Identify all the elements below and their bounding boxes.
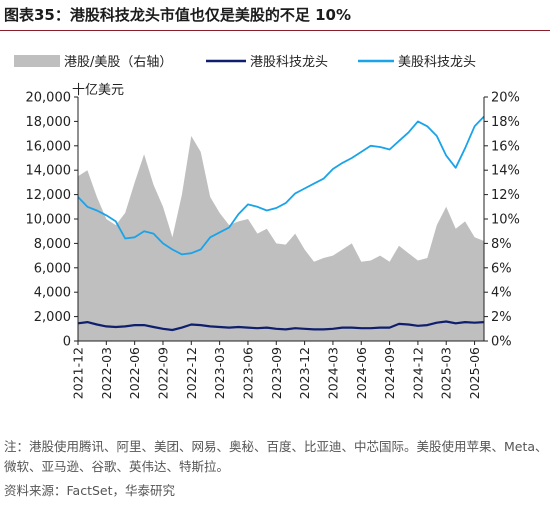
left-axis-label: 十亿美元 [72,83,124,98]
x-tick-label: 2024-09 [382,347,397,399]
left-tick-label: 16,000 [26,139,72,154]
plot-area: 0 2,000 4,000 6,000 8,000 10,000 12,000 14,000 1… [26,91,520,400]
right-tick-label: 0% [491,335,512,350]
right-tick-label: 14% [491,164,520,179]
figure-number: 图表35： [4,6,70,24]
right-tick-label: 12% [491,188,520,203]
legend: 港股/美股（右轴） 港股科技龙头 美股科技龙头 [14,55,476,70]
x-tick-label: 2024-03 [325,347,340,399]
x-tick-label: 2022-06 [127,347,142,399]
x-tick-label: 2023-03 [212,347,227,399]
chart-note: 注：港股使用腾讯、阿里、美团、网易、奥秘、百度、比亚迪、中芯国际。美股使用苹果、… [4,439,548,474]
right-tick-label: 10% [491,213,520,228]
left-tick-label: 2,000 [34,310,71,325]
right-tick-label: 8% [491,237,512,252]
x-tick-label: 2024-06 [354,347,369,399]
right-tick-label: 20% [491,91,520,106]
legend-label: 港股科技龙头 [250,55,328,70]
x-tick-label: 2022-09 [155,347,170,399]
right-tick-label: 4% [491,286,512,301]
title-bar: 图表35：港股科技龙头市值也仅是美股的不足 10% [0,0,550,31]
right-tick-label: 16% [491,139,520,154]
figure-caption: 港股科技龙头市值也仅是美股的不足 10% [69,6,352,24]
x-tick-label: 2022-03 [99,347,114,399]
area-series-hk-us-ratio [78,136,484,341]
left-tick-label: 8,000 [34,237,71,252]
chart-source: 资料来源：FactSet，华泰研究 [4,483,176,498]
x-tick-label: 2023-06 [240,347,255,399]
left-tick-label: 0 [63,335,71,350]
left-tick-label: 18,000 [26,115,72,130]
left-tick-label: 14,000 [26,164,72,179]
line-series-hk-tech [77,320,485,332]
chart-title: 图表35：港股科技龙头市值也仅是美股的不足 10% [4,4,351,25]
right-tick-label: 2% [491,310,512,325]
x-tick-label: 2024-12 [410,347,425,399]
x-tick-label: 2025-06 [467,347,482,399]
left-tick-label: 4,000 [34,286,71,301]
chart: 港股/美股（右轴） 港股科技龙头 美股科技龙头 十亿美元 0 2,000 4,000 6,… [14,55,520,400]
x-tick-label: 2023-12 [297,347,312,399]
legend-label: 美股科技龙头 [398,55,476,70]
x-tick-label: 2025-03 [439,347,454,399]
right-tick-label: 6% [491,261,512,276]
x-tick-label: 2022-12 [184,347,199,399]
left-tick-label: 20,000 [26,91,72,106]
left-tick-label: 10,000 [26,213,72,228]
left-tick-label: 12,000 [26,188,72,203]
legend-swatch-hk-us-ratio [14,55,60,67]
left-tick-label: 6,000 [34,261,71,276]
legend-label: 港股/美股（右轴） [64,55,172,70]
x-tick-label: 2021-12 [71,347,86,399]
right-tick-label: 18% [491,115,520,130]
line-series-us-tech [77,115,485,256]
x-tick-label: 2023-09 [269,347,284,399]
